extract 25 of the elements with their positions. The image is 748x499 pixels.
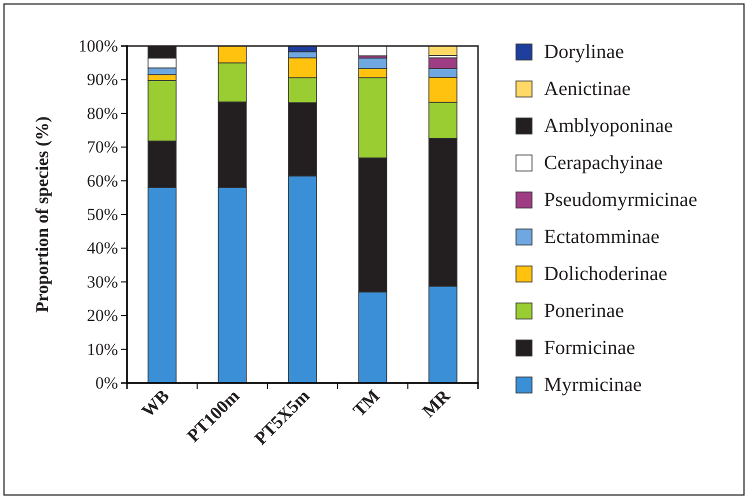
y-tick-label: 70% [86, 138, 118, 157]
legend-label: Formicinae [544, 337, 636, 359]
y-tick-label: 10% [86, 340, 118, 359]
y-tick-label: 90% [86, 70, 118, 90]
y-tick-label: 80% [86, 104, 118, 123]
x-tick-label: WB [138, 386, 173, 422]
legend-label: Dorylinae [544, 41, 624, 63]
y-tick-label: 30% [86, 272, 118, 292]
legend-label: Amblyoponinae [544, 115, 673, 137]
y-tick-label: 100% [78, 36, 118, 56]
legend-label: Pseudomyrmicinae [544, 189, 698, 211]
legend-label: Dolichoderinae [544, 263, 668, 285]
y-tick-label: 20% [86, 306, 118, 326]
y-tick-label: 60% [86, 171, 118, 190]
x-tick-label: TM [348, 386, 384, 420]
y-tick-label: 40% [86, 238, 118, 258]
legend-label: Aenictinae [544, 78, 631, 100]
legend-label: Ectatomminae [544, 226, 660, 248]
legend-label: Cerapachyinae [544, 152, 663, 174]
legend-label: Ponerinae [544, 300, 624, 322]
x-tick-label: MR [418, 384, 454, 422]
legend-label: Myrmicinae [544, 374, 642, 396]
y-tick-label: 0% [95, 373, 118, 392]
y-tick-label: 50% [86, 204, 118, 224]
y-axis-title: Proportion of species (%) [32, 116, 52, 313]
